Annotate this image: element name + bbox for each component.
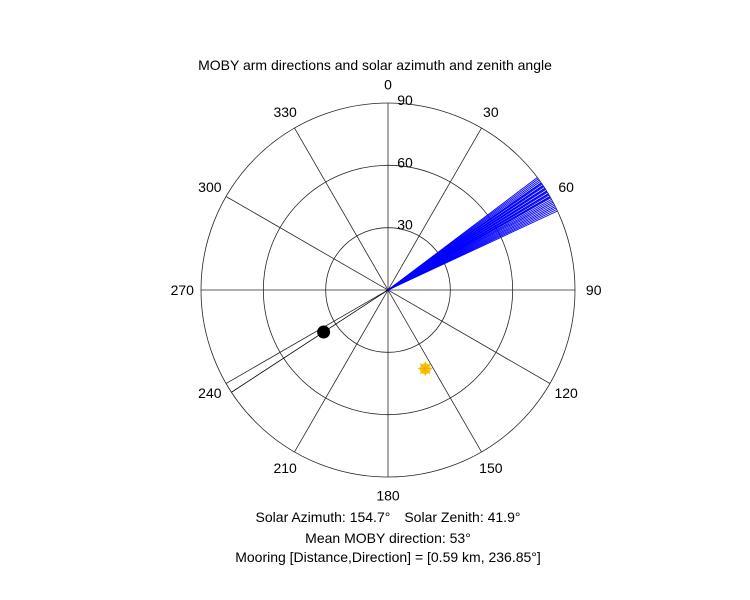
angle-tick-0: 0 <box>384 76 392 92</box>
chart-title: MOBY arm directions and solar azimuth an… <box>198 57 552 73</box>
radial-tick-30: 30 <box>397 217 413 233</box>
arm-direction-line-24 <box>387 210 558 291</box>
radial-tick-60: 60 <box>397 154 413 170</box>
angle-tick-330: 330 <box>273 104 297 120</box>
angle-tick-210: 210 <box>273 460 297 476</box>
arm-direction-line-29 <box>387 193 549 291</box>
angle-tick-150: 150 <box>479 460 503 476</box>
angle-tick-90: 90 <box>586 282 602 298</box>
angle-tick-180: 180 <box>376 488 400 504</box>
solar-zenith-text: Solar Zenith: 41.9° <box>404 509 521 525</box>
angle-tick-300: 300 <box>198 179 222 195</box>
sun-marker <box>418 361 433 376</box>
mooring-text: Mooring [Distance,Direction] = [0.59 km,… <box>235 549 541 565</box>
sun-ray <box>419 363 426 370</box>
angle-tick-30: 30 <box>483 104 499 120</box>
solar-readout: Solar Azimuth: 154.7° Solar Zenith: 41.9° <box>0 509 750 525</box>
arm-direction-line-27 <box>387 188 546 291</box>
tick-labels: 0 30 60 90 120 150 180 210 240 270 300 330 30 60 90 <box>171 76 602 503</box>
data-layer <box>231 177 558 393</box>
mooring-direction-line <box>231 289 389 393</box>
mooring-marker <box>317 325 331 339</box>
angle-tick-60: 60 <box>558 179 574 195</box>
arm-direction-line-28 <box>387 191 548 291</box>
radial-tick-90: 90 <box>397 92 413 108</box>
angle-tick-120: 120 <box>554 385 578 401</box>
arm-direction-line-26 <box>387 185 544 291</box>
sun-ray <box>424 368 431 375</box>
angle-tick-240: 240 <box>198 385 222 401</box>
sun-ray <box>424 363 431 370</box>
arm-direction-line-30 <box>387 196 551 291</box>
solar-azimuth-text: Solar Azimuth: 154.7° <box>255 509 391 525</box>
angle-tick-270: 270 <box>171 282 195 298</box>
mean-direction-text: Mean MOBY direction: 53° <box>305 530 471 546</box>
sun-ray <box>419 368 426 375</box>
arm-direction-line-25 <box>387 182 542 291</box>
